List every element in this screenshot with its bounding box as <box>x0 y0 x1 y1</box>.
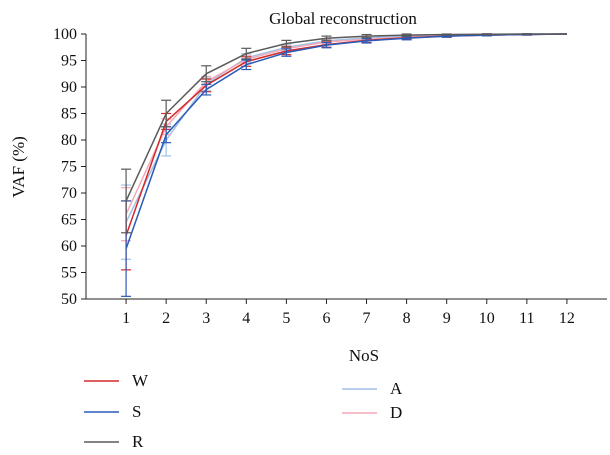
x-tick-label: 8 <box>403 310 411 327</box>
y-tick-label: 70 <box>61 185 77 202</box>
legend-item-d: D <box>342 403 402 422</box>
x-tick-label: 4 <box>242 310 250 327</box>
legend-label: R <box>132 432 144 451</box>
legend-label: D <box>390 403 402 422</box>
legend-item-a: A <box>342 379 403 398</box>
chart-title: Global reconstruction <box>269 9 417 28</box>
y-tick-label: 60 <box>61 238 77 255</box>
x-tick-label: 9 <box>443 310 451 327</box>
legend-item-r: R <box>84 432 144 451</box>
series-d <box>121 33 567 242</box>
legend-item-s: S <box>84 402 141 421</box>
x-tick-label: 2 <box>162 310 170 327</box>
legend-label: A <box>390 379 403 398</box>
x-tick-label: 10 <box>479 310 495 327</box>
x-tick-label: 11 <box>519 310 534 327</box>
legend-label: S <box>132 402 141 421</box>
legend: WSR AD <box>84 371 403 451</box>
y-tick-label: 90 <box>61 79 77 96</box>
y-tick-label: 80 <box>61 132 77 149</box>
legend-label: W <box>132 371 149 390</box>
y-tick-label: 85 <box>61 106 77 123</box>
x-tick-label: 3 <box>202 310 210 327</box>
y-tick-label: 55 <box>61 265 77 282</box>
x-tick-label: 1 <box>122 310 130 327</box>
series-line <box>125 33 567 249</box>
x-axis-label: NoS <box>349 346 379 365</box>
y-tick-label: 100 <box>53 26 77 43</box>
y-tick-label: 75 <box>61 159 77 176</box>
series-line <box>125 33 567 236</box>
series-r <box>121 33 567 234</box>
x-tick-label: 6 <box>322 310 330 327</box>
y-axis-label: VAF (%) <box>9 136 28 198</box>
series-w <box>121 33 567 271</box>
series-s <box>121 33 567 297</box>
legend-item-w: W <box>84 371 149 390</box>
series-a <box>121 33 567 260</box>
x-tick-label: 12 <box>559 310 575 327</box>
series-line <box>125 33 567 202</box>
x-tick-label: 7 <box>363 310 371 327</box>
series-line <box>125 33 567 215</box>
x-tick-label: 5 <box>282 310 290 327</box>
y-tick-label: 50 <box>61 291 77 308</box>
series-line <box>125 33 567 223</box>
y-tick-label: 95 <box>61 53 77 70</box>
y-tick-label: 65 <box>61 212 77 229</box>
